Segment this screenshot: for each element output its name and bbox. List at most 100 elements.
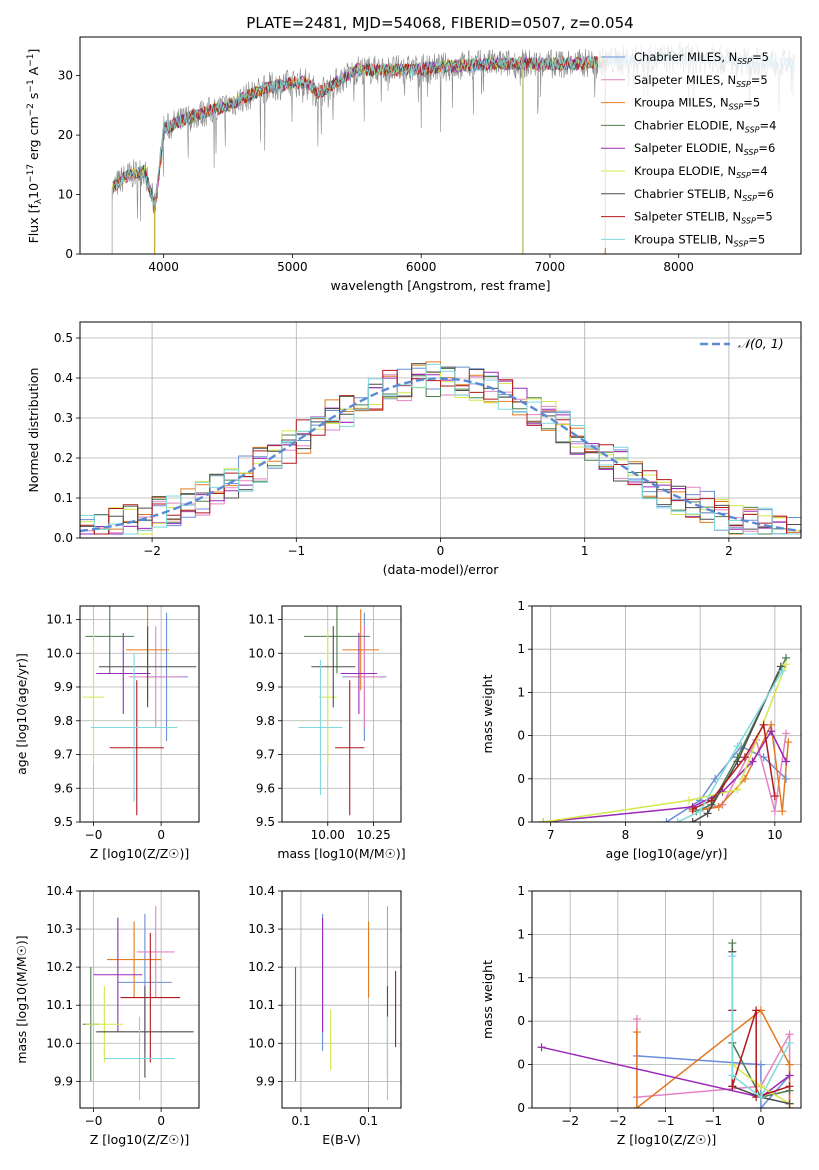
y-tick-label: 9.7: [256, 748, 275, 762]
normal-reference-curve: [80, 377, 801, 533]
x-axis-label: mass [log10(M/M☉)]: [277, 846, 405, 861]
y-tick-label: 0: [517, 729, 525, 743]
axes-frame: [79, 890, 200, 1109]
mass-weight-marker: [711, 774, 720, 783]
x-axis-label: age [log10(age/yr)]: [606, 846, 728, 861]
y-axis-label: age [log10(age/yr)]: [14, 653, 29, 775]
mass-weight-marker: [733, 785, 742, 794]
y-tick-label: 9.9: [256, 1074, 275, 1088]
x-tick-label: 1: [581, 544, 589, 558]
y-tick-label: 10.2: [248, 960, 275, 974]
mass-weight-marker: [696, 807, 705, 816]
axes-frame: [531, 605, 802, 823]
x-axis-label: E(B-V): [322, 1132, 361, 1147]
mass-weight-series-line: [692, 666, 782, 822]
mass-weight-marker: [728, 952, 737, 961]
x-tick-label: −0: [85, 828, 103, 842]
y-tick-label: 30: [58, 69, 73, 83]
x-tick-label: 10.00: [311, 828, 345, 842]
weight-vs-metallicity-panel: −2 −2 −1 −1 0 0 0 0 1 1 1 Z [log10(Z/Z☉)] mass weigh…: [480, 884, 802, 1147]
x-tick-label: 5000: [277, 260, 308, 274]
y-tick-label: 0.4: [54, 371, 73, 385]
mass-vs-metallicity-panel: −0 0 9.9 10.0 10.1 10.2 10.3 10.4 Z [log10(Z/Z☉)…: [14, 884, 200, 1147]
y-tick-label: 10.0: [46, 646, 73, 660]
mass-weight-marker: [778, 807, 787, 816]
mass-weight-marker: [785, 1071, 794, 1080]
spectrum-legend: Chabrier MILES, NSSP=5 Salpeter MILES, NS…: [598, 42, 796, 248]
mass-weight-marker: [785, 1099, 794, 1108]
mass-weight-marker: [759, 720, 768, 729]
mass-weight-marker: [784, 738, 793, 747]
x-tick-label: 8: [622, 828, 630, 842]
x-tick-label: 4000: [148, 260, 179, 274]
model-spectrum-line: [111, 56, 607, 207]
x-tick-label: 0: [757, 1114, 765, 1128]
x-axis-label: wavelength [Angstrom, rest frame]: [330, 278, 550, 293]
y-tick-label: 0: [517, 815, 525, 829]
model-spectrum-line: [111, 55, 607, 207]
model-spectrum-line: [111, 55, 607, 209]
mass-weight-marker: [785, 1060, 794, 1069]
y-tick-label: 1: [517, 599, 525, 613]
y-axis-label: mass weight: [480, 960, 495, 1039]
mass-weight-marker: [767, 727, 776, 736]
legend-label: Chabrier ELODIE, NSSP=4: [634, 118, 776, 134]
mass-weight-marker: [756, 1060, 765, 1069]
mass-weight-marker: [539, 818, 548, 822]
y-tick-label: 0: [517, 1014, 525, 1028]
x-tick-label: −2: [143, 544, 161, 558]
spectrum-panel: 4000 5000 6000 7000 8000 0 10 20 30 wavelength [A…: [26, 36, 802, 293]
x-tick-label: 0: [157, 828, 165, 842]
y-tick-label: 9.8: [54, 714, 73, 728]
weight-vs-age-panel: 7 8 9 10 0 0 0 1 1 1 age [log10(age/yr)] mass weigh…: [480, 599, 802, 861]
residual-histogram-step: [80, 363, 801, 535]
y-tick-label: 0: [517, 1101, 525, 1115]
y-tick-label: 0.2: [54, 451, 73, 465]
y-tick-label: 1: [517, 884, 525, 898]
y-tick-label: 10.0: [46, 1036, 73, 1050]
y-axis-label: mass weight: [480, 674, 495, 753]
mass-weight-marker: [756, 1104, 765, 1108]
x-tick-label: 0.1: [359, 1114, 378, 1128]
y-tick-label: 1: [517, 685, 525, 699]
y-tick-label: 10.4: [248, 884, 275, 898]
y-tick-label: 10: [58, 188, 73, 202]
y-tick-label: 10.3: [46, 922, 73, 936]
y-tick-label: 9.7: [54, 748, 73, 762]
y-tick-label: 10.1: [46, 613, 73, 627]
y-tick-label: 0.1: [54, 491, 73, 505]
mass-weight-marker: [688, 818, 697, 822]
y-tick-label: 10.0: [248, 1036, 275, 1050]
y-tick-label: 10.2: [46, 960, 73, 974]
x-tick-label: 9: [696, 828, 704, 842]
y-axis-label: Normed distribution: [26, 368, 41, 493]
y-tick-label: 9.9: [256, 680, 275, 694]
mass-weight-marker: [770, 807, 779, 816]
y-axis-label: Flux [fλ10−17 erg cm−2 s−1 A−1]: [26, 49, 44, 244]
model-spectrum-line: [111, 55, 607, 211]
mass-weight-series-line: [543, 664, 787, 822]
y-tick-label: 0: [517, 1058, 525, 1072]
y-tick-label: 9.6: [54, 781, 73, 795]
mass-weight-marker: [770, 792, 779, 801]
x-tick-label: 7: [547, 828, 555, 842]
mass-weight-marker: [782, 757, 791, 766]
x-tick-label: −2: [609, 1114, 627, 1128]
mass-weight-marker: [785, 1038, 794, 1047]
mass-weight-marker: [632, 1015, 641, 1024]
y-tick-label: 0.5: [54, 331, 73, 345]
y-tick-label: 9.5: [54, 815, 73, 829]
residual-histogram-panel: −2 −1 0 1 2 0.0 0.1 0.2 0.3 0.4 0.5 (data-model)/er…: [26, 321, 802, 577]
mass-weight-marker: [673, 818, 682, 822]
legend-label: Chabrier MILES, NSSP=5: [634, 50, 769, 66]
y-tick-label: 0: [65, 247, 73, 261]
axes-frame: [79, 36, 802, 255]
legend-background: [598, 42, 796, 248]
mass-weight-marker: [785, 1030, 794, 1039]
y-tick-label: 0.0: [54, 531, 73, 545]
mass-weight-marker: [756, 1082, 765, 1091]
x-tick-label: 7000: [535, 260, 566, 274]
x-tick-label: 8000: [663, 260, 694, 274]
legend-label: Salpeter MILES, NSSP=5: [634, 73, 768, 89]
